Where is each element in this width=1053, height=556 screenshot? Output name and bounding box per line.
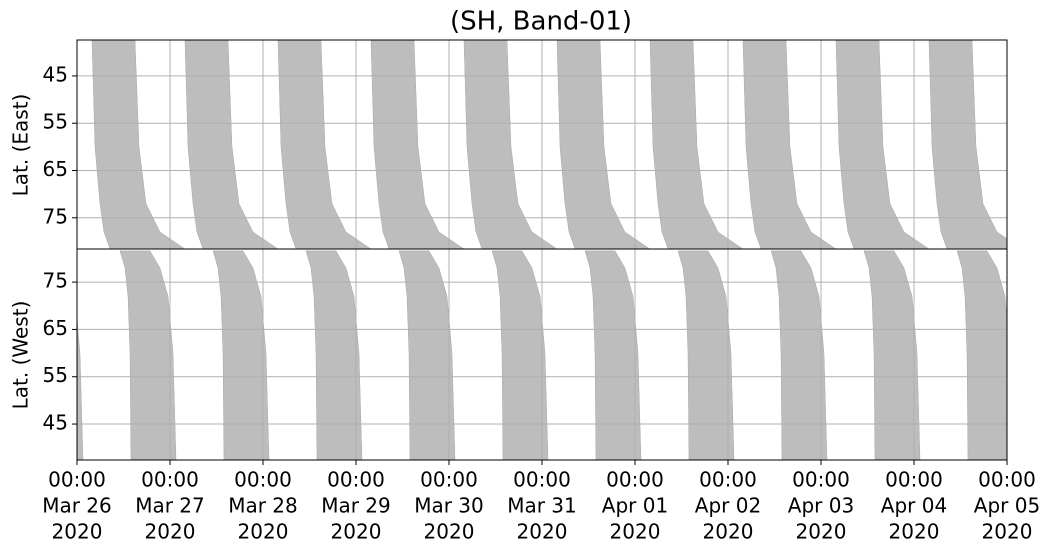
x-tick-label: Mar 28	[228, 494, 298, 518]
x-tick-label: 2020	[52, 520, 103, 544]
x-tick-label: Mar 27	[135, 494, 205, 518]
swath	[677, 250, 735, 460]
swath	[370, 40, 465, 249]
x-tick-label: 2020	[331, 520, 382, 544]
swath-group	[77, 250, 1007, 460]
swath	[584, 250, 642, 460]
x-tick-label: 00:00	[141, 468, 199, 492]
x-tick-label: Apr 03	[788, 494, 854, 518]
y-axis-label: Lat. (East)	[9, 94, 33, 197]
swath-group	[91, 40, 1007, 249]
x-tick-label: 2020	[610, 520, 661, 544]
x-tick-label: Mar 26	[42, 494, 112, 518]
panel-frame	[76, 248, 1008, 461]
x-tick-label: 00:00	[885, 468, 943, 492]
x-tick-label: 00:00	[234, 468, 292, 492]
y-tick-label: 65	[43, 157, 68, 181]
x-tick-label: Apr 02	[695, 494, 761, 518]
swath-layer	[77, 40, 1007, 460]
x-tick-label: 00:00	[420, 468, 478, 492]
swath	[556, 40, 651, 249]
y-tick-label: 55	[43, 110, 68, 134]
x-tick-label: 00:00	[792, 468, 850, 492]
x-tick-label: 00:00	[699, 468, 757, 492]
x-tick-label: 00:00	[978, 468, 1036, 492]
swath	[91, 40, 186, 249]
y-tick-label: 65	[43, 316, 68, 340]
x-tick-label: 2020	[703, 520, 754, 544]
swath	[928, 40, 1007, 249]
swath	[742, 40, 837, 249]
swath	[184, 40, 279, 249]
y-tick-label: 75	[43, 204, 68, 228]
y-tick-label: 55	[43, 363, 68, 387]
x-tick-label: 00:00	[606, 468, 664, 492]
x-tick-label: 00:00	[48, 468, 106, 492]
x-tick-label: 2020	[982, 520, 1033, 544]
swath	[956, 250, 1007, 460]
swath	[77, 316, 84, 460]
x-tick-label: Apr 04	[881, 494, 947, 518]
x-tick-label: 00:00	[513, 468, 571, 492]
x-tick-label: 2020	[796, 520, 847, 544]
x-tick-label: 2020	[517, 520, 568, 544]
x-tick-label: 2020	[889, 520, 940, 544]
swath	[491, 250, 549, 460]
y-tick-label: 45	[43, 411, 68, 435]
x-tick-label: 2020	[238, 520, 289, 544]
swath	[277, 40, 372, 249]
swath	[398, 250, 456, 460]
swath	[835, 40, 930, 249]
y-tick-label: 45	[43, 62, 68, 86]
swath	[212, 250, 270, 460]
x-tick-label: 2020	[424, 520, 475, 544]
y-axis-label: Lat. (West)	[9, 301, 33, 410]
x-tick-label: 00:00	[327, 468, 385, 492]
x-tick-label: Apr 01	[602, 494, 668, 518]
chart-title: (SH, Band-01)	[450, 7, 632, 37]
swath	[305, 250, 363, 460]
x-tick-label: Mar 30	[414, 494, 484, 518]
x-tick-label: Mar 29	[321, 494, 391, 518]
x-tick-label: Apr 05	[974, 494, 1040, 518]
swath	[863, 250, 921, 460]
x-tick-label: 2020	[145, 520, 196, 544]
swath	[649, 40, 744, 249]
x-tick-label: Mar 31	[507, 494, 577, 518]
swath	[119, 250, 177, 460]
swath	[770, 250, 828, 460]
swath	[463, 40, 558, 249]
y-tick-label: 75	[43, 269, 68, 293]
